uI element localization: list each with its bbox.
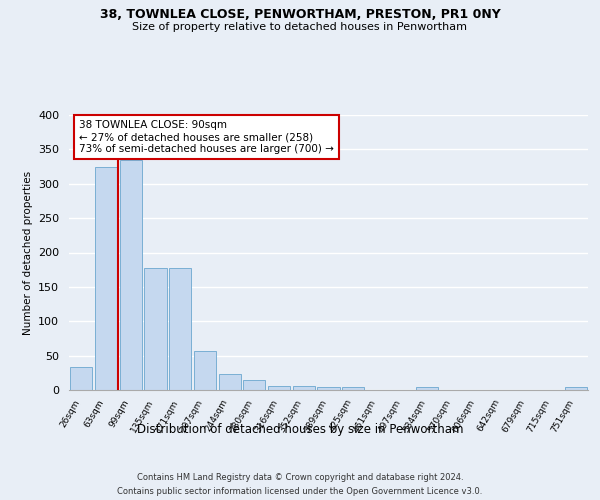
Bar	[565, 387, 587, 390]
Text: Size of property relative to detached houses in Penwortham: Size of property relative to detached ho…	[133, 22, 467, 32]
Text: Contains public sector information licensed under the Open Government Licence v3: Contains public sector information licen…	[118, 488, 482, 496]
Text: 38, TOWNLEA CLOSE, PENWORTHAM, PRESTON, PR1 0NY: 38, TOWNLEA CLOSE, PENWORTHAM, PRESTON, …	[100, 8, 500, 20]
Bar	[293, 386, 315, 390]
Bar	[194, 351, 216, 390]
Bar	[218, 374, 241, 390]
Bar	[268, 386, 290, 390]
Bar	[416, 387, 439, 390]
Bar	[169, 268, 191, 390]
Bar	[95, 166, 117, 390]
Bar	[243, 380, 265, 390]
Text: 38 TOWNLEA CLOSE: 90sqm
← 27% of detached houses are smaller (258)
73% of semi-d: 38 TOWNLEA CLOSE: 90sqm ← 27% of detache…	[79, 120, 334, 154]
Bar	[317, 386, 340, 390]
Bar	[70, 368, 92, 390]
Bar	[342, 387, 364, 390]
Text: Contains HM Land Registry data © Crown copyright and database right 2024.: Contains HM Land Registry data © Crown c…	[137, 472, 463, 482]
Bar	[119, 160, 142, 390]
Bar	[145, 268, 167, 390]
Text: Distribution of detached houses by size in Penwortham: Distribution of detached houses by size …	[137, 422, 463, 436]
Y-axis label: Number of detached properties: Number of detached properties	[23, 170, 32, 334]
